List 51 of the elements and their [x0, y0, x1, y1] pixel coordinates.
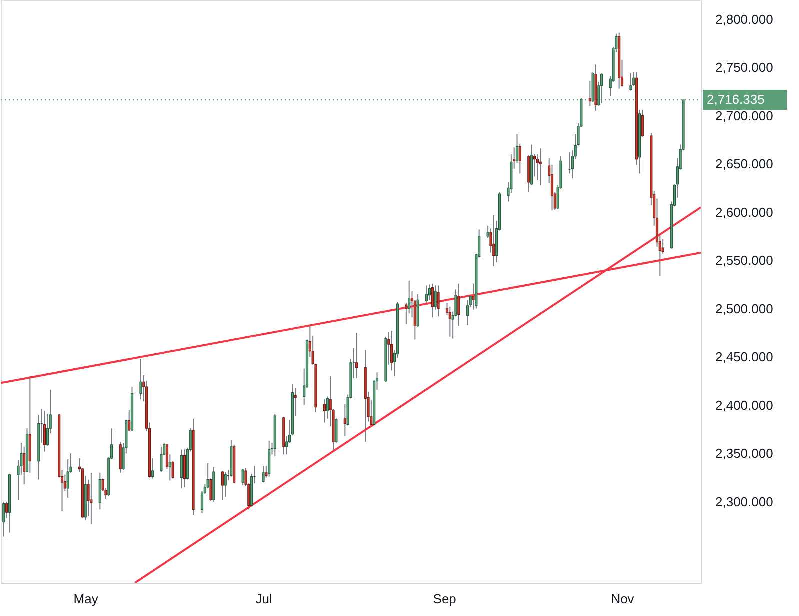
y-tick-label: 2,650.000	[716, 156, 774, 172]
x-tick-label: Sep	[433, 592, 456, 606]
candlestick	[224, 472, 227, 498]
candlestick	[472, 283, 475, 310]
candlestick	[466, 300, 469, 326]
candlestick	[431, 283, 434, 318]
candlestick	[356, 332, 358, 379]
candlestick	[160, 446, 163, 472]
candlestick	[533, 154, 536, 178]
candlestick	[43, 410, 46, 452]
candlestick	[262, 466, 265, 484]
candlestick	[180, 449, 184, 489]
candlestick	[448, 306, 452, 338]
candlestick	[294, 388, 297, 417]
y-tick-label: 2,550.000	[716, 253, 774, 268]
candlestick	[323, 399, 326, 424]
candlestick	[630, 72, 632, 92]
candlestick	[344, 404, 346, 437]
y-tick-label: 2,700.000	[716, 108, 774, 124]
candlestick	[492, 214, 496, 267]
y-tick-label: 2,300.000	[716, 494, 774, 510]
ref-line-label: 2,716.335	[707, 92, 765, 108]
candlestick	[486, 225, 490, 239]
candlestick	[335, 417, 338, 444]
y-tick-label: 2,450.000	[716, 350, 774, 365]
candlestick	[588, 80, 592, 107]
candlestick	[539, 148, 542, 186]
candlestick	[128, 410, 131, 432]
candlestick	[23, 446, 26, 486]
candlestick	[405, 302, 408, 325]
y-tick-label: 2,500.000	[716, 301, 774, 316]
candlestick	[6, 501, 8, 519]
x-tick-label: Jul	[256, 592, 272, 606]
candlestick	[632, 72, 636, 86]
y-tick-label: 2,750.000	[716, 60, 774, 76]
candlestick	[140, 358, 142, 400]
y-tick-label: 2,400.000	[716, 398, 774, 413]
y-tick-label: 2,350.000	[716, 446, 774, 462]
candlestick	[426, 285, 428, 305]
x-tick-label: May	[74, 592, 99, 606]
candlestick	[458, 283, 460, 327]
candlestick	[2, 501, 6, 538]
candlestick	[221, 470, 224, 500]
y-tick-label: 2,600.000	[716, 204, 774, 220]
candlestick	[242, 468, 244, 486]
candlestick	[98, 472, 102, 510]
candlestick	[183, 449, 186, 488]
y-tick-label: 2,800.000	[716, 12, 774, 27]
candlestick	[437, 285, 440, 318]
candlestick	[90, 472, 93, 525]
x-tick-label: Nov	[611, 592, 635, 606]
